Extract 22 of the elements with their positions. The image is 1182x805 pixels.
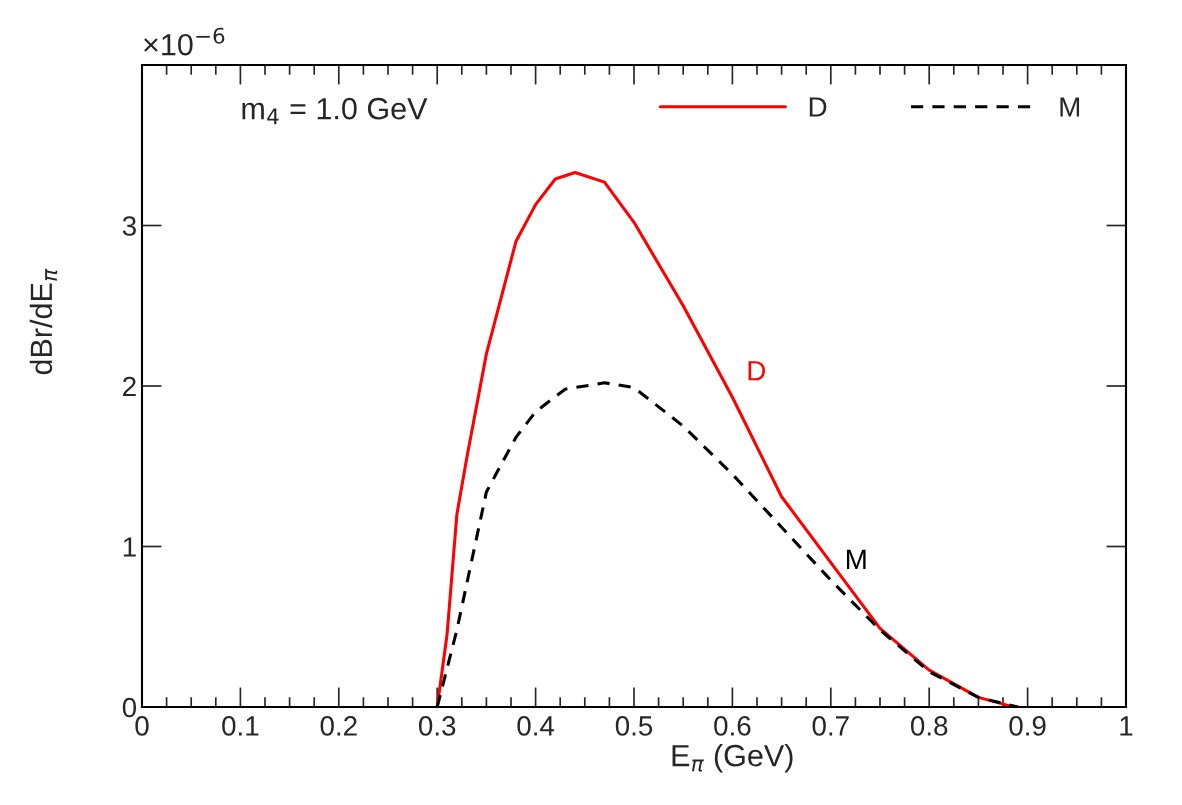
x-tick-label: 0.5 xyxy=(615,716,653,736)
y-tick-label: 2 xyxy=(123,376,136,397)
x-tick-label: 0.4 xyxy=(517,716,555,736)
legend-label: M xyxy=(1060,97,1080,117)
text: M xyxy=(846,549,866,569)
text: ×10$^{−6}$ xyxy=(144,27,225,56)
y-tick-label: 1 xyxy=(123,537,136,557)
x-tick-label: 0.2 xyxy=(320,716,357,736)
x-tick-label: 0.3 xyxy=(418,716,456,736)
x-tick-label: 0.6 xyxy=(714,716,751,736)
x-tick-label: 0.8 xyxy=(910,716,948,736)
x-tick-label: 0.7 xyxy=(812,716,849,736)
y-tick-label: 3 xyxy=(122,216,136,236)
y-tick-label: 0 xyxy=(122,697,137,718)
x-tick-label: 0.1 xyxy=(222,716,259,736)
annotation: m$_{4}$ = 1.0 GeV xyxy=(242,97,428,125)
x-axis-title: E$_{π}$ (GeV) xyxy=(672,744,793,773)
y-axis-title: dBr/dE$_{π}$ xyxy=(29,268,58,375)
x-tick-label: 0.9 xyxy=(1009,716,1046,736)
legend-label: D xyxy=(809,97,827,117)
x-tick-label: 1 xyxy=(1120,716,1133,736)
text: D xyxy=(748,361,766,381)
